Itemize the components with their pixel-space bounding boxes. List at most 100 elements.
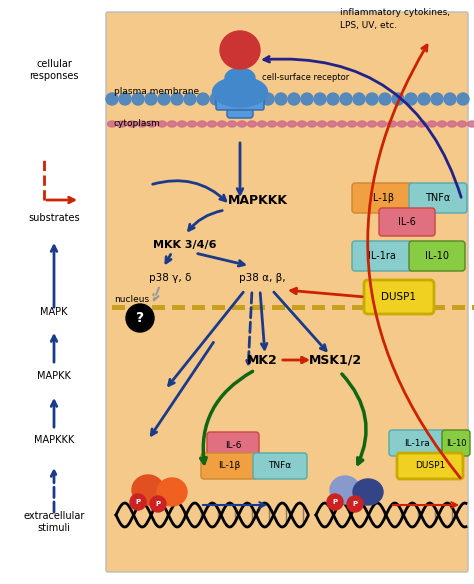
Ellipse shape	[328, 121, 337, 127]
Circle shape	[158, 93, 170, 105]
Ellipse shape	[167, 121, 176, 127]
Circle shape	[418, 93, 430, 105]
Bar	[212, 305, 225, 310]
FancyBboxPatch shape	[106, 12, 468, 572]
FancyBboxPatch shape	[442, 430, 470, 456]
Text: DUSP1: DUSP1	[415, 461, 445, 471]
Text: MAPKK: MAPKK	[37, 371, 71, 381]
Bar	[172, 305, 185, 310]
Text: IL-1β: IL-1β	[370, 193, 394, 203]
Bar	[352, 305, 365, 310]
Ellipse shape	[308, 121, 317, 127]
Bar	[332, 305, 345, 310]
FancyBboxPatch shape	[397, 453, 463, 479]
Bar	[132, 305, 145, 310]
Ellipse shape	[288, 121, 297, 127]
Bar	[392, 305, 405, 310]
Circle shape	[275, 93, 287, 105]
Circle shape	[249, 93, 261, 105]
Circle shape	[150, 496, 166, 512]
Circle shape	[210, 93, 222, 105]
Ellipse shape	[218, 121, 227, 127]
Ellipse shape	[353, 479, 383, 505]
Circle shape	[340, 93, 352, 105]
Circle shape	[126, 304, 154, 332]
Text: P: P	[353, 501, 357, 507]
Ellipse shape	[377, 121, 386, 127]
FancyBboxPatch shape	[216, 94, 264, 110]
Text: MKK 3/4/6: MKK 3/4/6	[153, 240, 217, 250]
Circle shape	[444, 93, 456, 105]
Ellipse shape	[118, 121, 127, 127]
Text: IL-6: IL-6	[225, 440, 241, 450]
FancyBboxPatch shape	[409, 241, 465, 271]
FancyBboxPatch shape	[352, 183, 413, 213]
FancyArrowPatch shape	[368, 45, 460, 478]
Text: IL-10: IL-10	[425, 251, 449, 261]
Ellipse shape	[388, 121, 396, 127]
Text: plasma membrane: plasma membrane	[114, 87, 199, 96]
Bar	[412, 305, 425, 310]
Text: IL-6: IL-6	[398, 217, 416, 227]
Ellipse shape	[157, 121, 166, 127]
Circle shape	[457, 93, 469, 105]
Circle shape	[379, 93, 391, 105]
Ellipse shape	[408, 121, 417, 127]
Ellipse shape	[438, 121, 447, 127]
FancyBboxPatch shape	[379, 208, 435, 236]
Ellipse shape	[330, 476, 360, 504]
Text: IL-1ra: IL-1ra	[404, 439, 430, 447]
Text: P: P	[136, 499, 141, 505]
Text: p38 γ, δ: p38 γ, δ	[149, 273, 191, 283]
Bar	[232, 305, 245, 310]
Circle shape	[262, 93, 274, 105]
Text: MAPKKK: MAPKKK	[34, 435, 74, 445]
FancyBboxPatch shape	[207, 432, 259, 458]
Ellipse shape	[220, 31, 260, 69]
Text: cell-surface receptor: cell-surface receptor	[262, 73, 349, 82]
Text: cytoplasm: cytoplasm	[114, 119, 161, 128]
Ellipse shape	[337, 121, 346, 127]
Ellipse shape	[228, 121, 237, 127]
Ellipse shape	[137, 121, 146, 127]
Text: TNFα: TNFα	[268, 461, 292, 471]
Circle shape	[236, 93, 248, 105]
Text: P: P	[332, 499, 337, 505]
Text: TNFα: TNFα	[425, 193, 451, 203]
Ellipse shape	[367, 121, 376, 127]
Ellipse shape	[457, 121, 466, 127]
Ellipse shape	[257, 121, 266, 127]
Bar	[192, 305, 205, 310]
Ellipse shape	[267, 121, 276, 127]
Circle shape	[353, 93, 365, 105]
Text: ?: ?	[136, 311, 144, 325]
Text: inflammatory cytokines,: inflammatory cytokines,	[340, 8, 450, 17]
Text: nucleus: nucleus	[114, 295, 149, 304]
Ellipse shape	[132, 475, 164, 505]
Circle shape	[130, 494, 146, 510]
Ellipse shape	[212, 77, 267, 107]
Ellipse shape	[208, 121, 217, 127]
Ellipse shape	[467, 121, 474, 127]
FancyBboxPatch shape	[352, 241, 413, 271]
FancyArrowPatch shape	[264, 57, 461, 197]
Ellipse shape	[225, 68, 255, 88]
Circle shape	[347, 496, 363, 512]
Text: LPS, UV, etc.: LPS, UV, etc.	[340, 21, 397, 30]
FancyBboxPatch shape	[201, 453, 257, 479]
Circle shape	[327, 494, 343, 510]
Circle shape	[145, 93, 157, 105]
FancyBboxPatch shape	[409, 183, 467, 213]
Ellipse shape	[347, 121, 356, 127]
Bar	[292, 305, 305, 310]
Ellipse shape	[357, 121, 366, 127]
Bar	[372, 305, 385, 310]
Ellipse shape	[108, 121, 117, 127]
Ellipse shape	[298, 121, 307, 127]
Bar	[432, 305, 445, 310]
FancyBboxPatch shape	[253, 453, 307, 479]
Ellipse shape	[447, 121, 456, 127]
Circle shape	[301, 93, 313, 105]
FancyBboxPatch shape	[364, 280, 434, 314]
Ellipse shape	[198, 121, 207, 127]
